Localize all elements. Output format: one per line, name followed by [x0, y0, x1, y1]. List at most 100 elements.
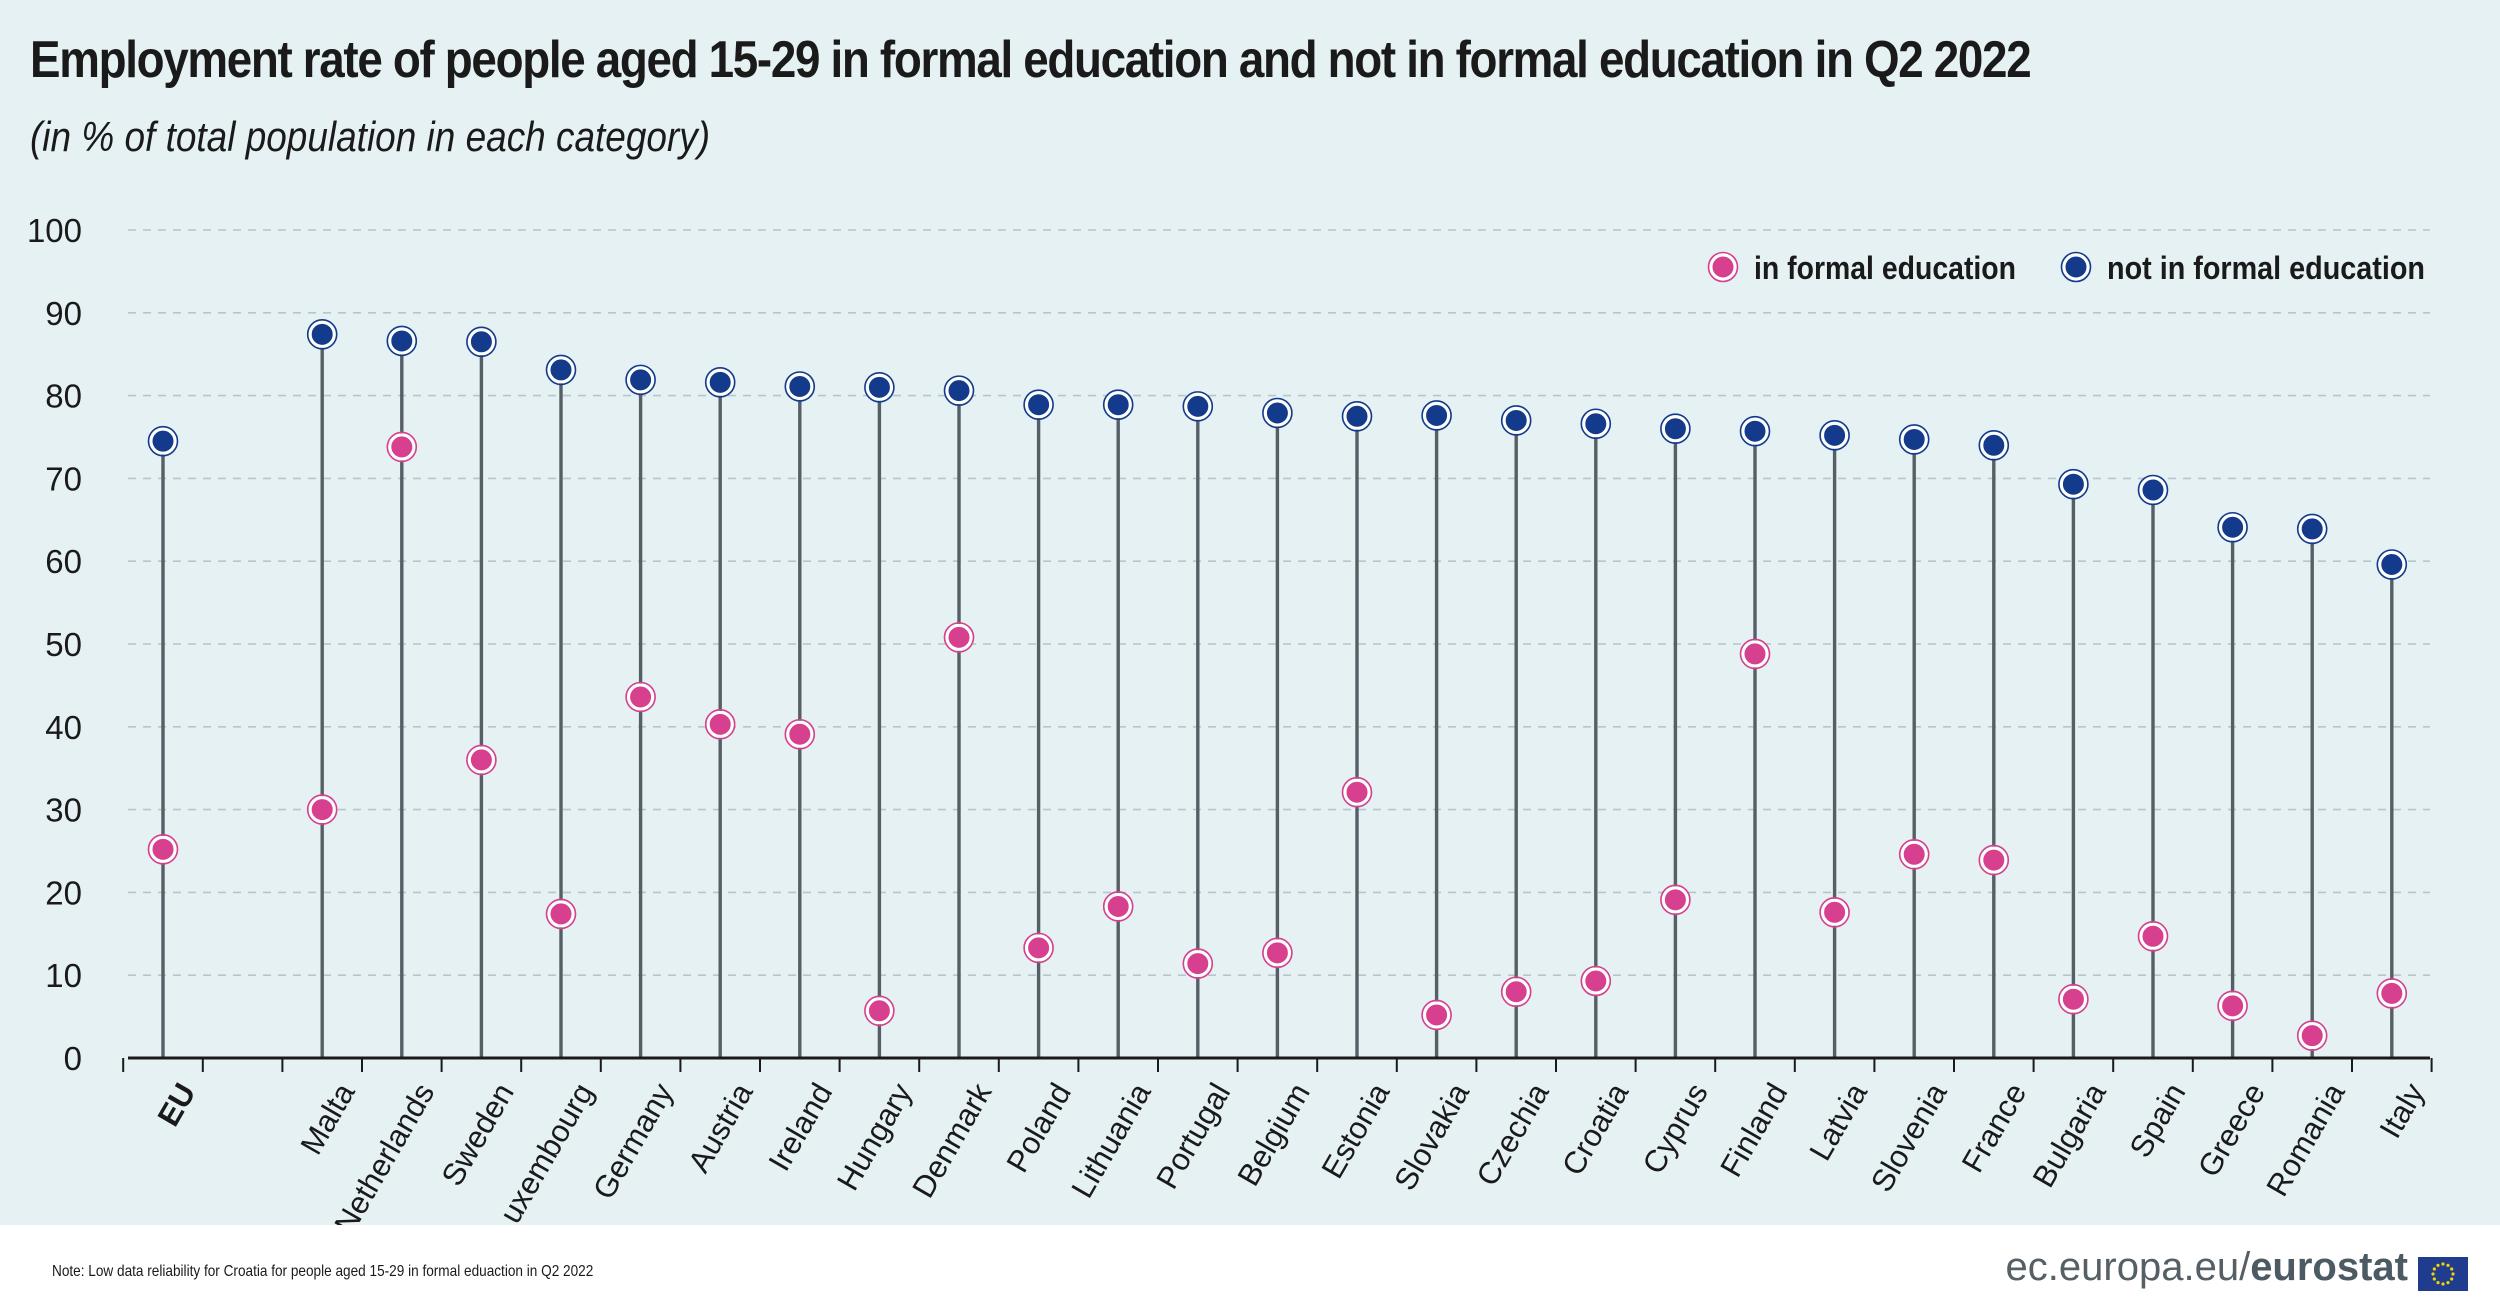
x-label-ireland: Ireland: [762, 1077, 840, 1177]
x-label-estonia: Estonia: [1314, 1077, 1396, 1185]
point-in-formal-education-cyprus: [1660, 884, 1691, 916]
point-in-formal-education-italy: [2376, 978, 2408, 1009]
x-label-romania: Romania: [2259, 1077, 2352, 1203]
x-label-slovenia: Slovenia: [1864, 1077, 1954, 1198]
point-not-in-formal-education-latvia: [1819, 420, 1850, 451]
point-in-formal-education-france: [1978, 844, 2010, 876]
point-not-in-formal-education-netherlands: [386, 325, 418, 357]
x-label-poland: Poland: [999, 1077, 1078, 1178]
x-label-slovakia: Slovakia: [1387, 1077, 1476, 1197]
point-not-in-formal-education-finland: [1739, 415, 1771, 447]
point-in-formal-education-latvia: [1819, 896, 1850, 928]
chart-subtitle: (in % of total population in each catego…: [30, 113, 711, 160]
x-label-finland: Finland: [1713, 1077, 1794, 1183]
point-not-in-formal-education-eu: [147, 425, 179, 457]
point-not-in-formal-education-slovenia: [1898, 424, 1930, 455]
point-not-in-formal-education-bulgaria: [2058, 468, 2089, 500]
x-label-croatia: Croatia: [1555, 1077, 1636, 1182]
point-in-formal-education-belgium: [1262, 937, 1293, 969]
point-in-formal-education-luxembourg: [545, 898, 577, 930]
point-not-in-formal-education-romania: [2296, 513, 2328, 545]
x-label-denmark: Denmark: [905, 1077, 998, 1204]
point-in-formal-education-netherlands: [386, 431, 418, 463]
point-not-in-formal-education-sweden: [466, 326, 497, 358]
point-in-formal-education-hungary: [864, 995, 895, 1027]
point-in-formal-education-portugal: [1182, 948, 1214, 979]
point-not-in-formal-education-portugal: [1182, 391, 1214, 422]
legend-label-not-in-formal-education: not in formal education: [2107, 250, 2425, 286]
source-domain: ec.europa.eu/: [2005, 1245, 2251, 1289]
footer: Note: Low data reliability for Croatia f…: [0, 1225, 2500, 1313]
point-not-in-formal-education-denmark: [943, 375, 975, 406]
point-not-in-formal-education-germany: [625, 364, 656, 396]
y-tick-label-20: 20: [45, 874, 82, 911]
point-not-in-formal-education-croatia: [1580, 408, 1612, 440]
x-label-sweden: Sweden: [435, 1077, 521, 1192]
x-label-italy: Italy: [2373, 1077, 2432, 1144]
y-tick-label-40: 40: [45, 709, 82, 746]
point-not-in-formal-education-france: [1978, 429, 2010, 461]
point-in-formal-education-germany: [625, 681, 656, 713]
point-not-in-formal-education-hungary: [864, 372, 895, 403]
data-points: [147, 319, 2408, 1051]
point-in-formal-education-eu: [147, 834, 179, 865]
point-in-formal-education-malta: [306, 794, 338, 825]
x-label-bulgaria: Bulgaria: [2026, 1077, 2114, 1194]
point-not-in-formal-education-estonia: [1341, 400, 1373, 432]
point-in-formal-education-lithuania: [1102, 891, 1134, 922]
x-label-germany: Germany: [586, 1077, 680, 1205]
point-in-formal-education-czechia: [1500, 976, 1532, 1008]
point-not-in-formal-education-czechia: [1500, 405, 1532, 436]
legend-marker-in-formal-education: [1707, 251, 1739, 283]
legend-item-not-in-formal-education: not in formal education: [2060, 250, 2425, 286]
eurostat-brand: eurostat: [2250, 1245, 2408, 1289]
y-tick-label-90: 90: [45, 295, 82, 332]
footnote: Note: Low data reliability for Croatia f…: [52, 1263, 594, 1280]
x-label-france: France: [1955, 1077, 2034, 1178]
point-in-formal-education-poland: [1023, 932, 1054, 964]
y-tick-label-30: 30: [45, 792, 82, 829]
point-in-formal-education-finland: [1739, 638, 1771, 670]
point-in-formal-education-bulgaria: [2058, 983, 2089, 1015]
point-not-in-formal-education-spain: [2137, 474, 2169, 506]
point-in-formal-education-sweden: [466, 744, 497, 776]
point-in-formal-education-austria: [704, 709, 736, 740]
point-not-in-formal-education-cyprus: [1660, 413, 1691, 445]
point-in-formal-education-denmark: [943, 622, 975, 653]
chart-title: Employment rate of people aged 15-29 in …: [30, 31, 2032, 89]
y-tick-label-50: 50: [45, 626, 82, 663]
point-not-in-formal-education-slovakia: [1421, 400, 1452, 431]
x-axis-category-labels: EU MaltaNetherlandsSwedenLuxembourgGerman…: [151, 1077, 2432, 1225]
point-not-in-formal-education-austria: [704, 367, 736, 398]
point-in-formal-education-slovenia: [1898, 839, 1930, 870]
y-tick-label-100: 100: [27, 212, 82, 249]
point-not-in-formal-education-greece: [2217, 511, 2248, 543]
y-tick-label-0: 0: [64, 1040, 82, 1077]
point-not-in-formal-education-malta: [306, 319, 338, 350]
chart-panel: Employment rate of people aged 15-29 in …: [0, 0, 2500, 1225]
legend-label-in-formal-education: in formal education: [1754, 250, 2016, 286]
point-in-formal-education-romania: [2296, 1020, 2328, 1051]
x-label-hungary: Hungary: [830, 1077, 919, 1196]
y-tick-label-70: 70: [45, 460, 82, 497]
point-not-in-formal-education-italy: [2376, 549, 2408, 580]
x-label-latvia: Latvia: [1802, 1077, 1874, 1167]
y-axis-tick-labels: 0 10 20 30 40 50 60 70 80 90 100: [27, 212, 82, 1077]
x-label-spain: Spain: [2123, 1077, 2193, 1163]
x-label-czechia: Czechia: [1469, 1077, 1556, 1192]
point-in-formal-education-ireland: [784, 718, 816, 750]
point-not-in-formal-education-lithuania: [1102, 389, 1134, 421]
legend-item-in-formal-education: in formal education: [1707, 250, 2016, 286]
x-label-austria: Austria: [681, 1077, 760, 1179]
x-label-portugal: Portugal: [1149, 1077, 1237, 1194]
point-in-formal-education-slovakia: [1421, 999, 1452, 1031]
point-not-in-formal-education-poland: [1023, 389, 1054, 421]
legend: in formal education not in formal educati…: [1707, 250, 2425, 286]
point-not-in-formal-education-belgium: [1262, 397, 1293, 429]
source-link[interactable]: ec.europa.eu/eurostat: [2006, 1245, 2408, 1290]
point-in-formal-education-spain: [2137, 920, 2169, 952]
y-tick-label-80: 80: [45, 378, 82, 415]
legend-marker-not-in-formal-education: [2060, 251, 2092, 283]
x-label-eu: EU: [151, 1077, 203, 1132]
